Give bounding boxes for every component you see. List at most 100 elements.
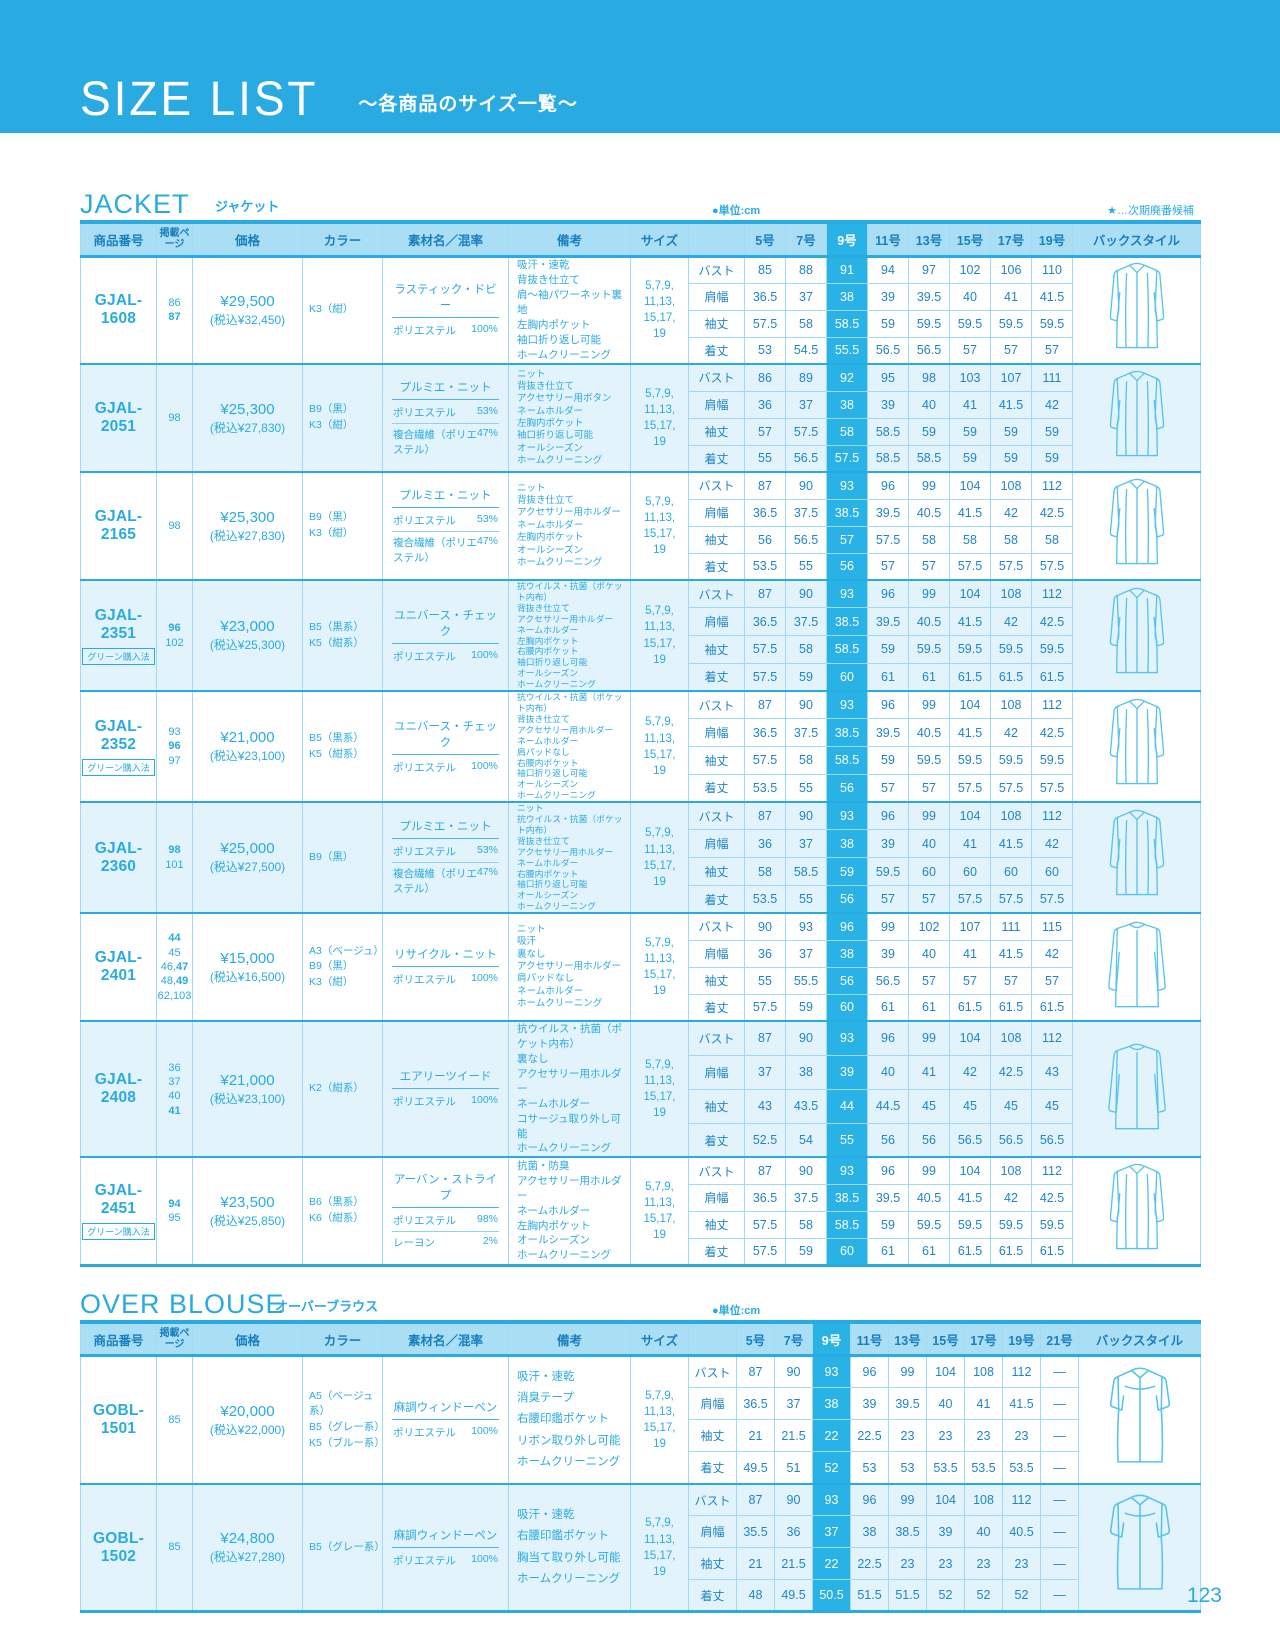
measure-value: 52 xyxy=(964,1579,1003,1613)
blouse-backstyle-illustration xyxy=(1109,1494,1170,1590)
measure-value: 99 xyxy=(888,1354,927,1389)
feature-note: ニット xyxy=(517,368,546,380)
size-range-line: 5,7,9, xyxy=(645,827,674,840)
measure-value: 99 xyxy=(888,1482,927,1517)
material-name: リサイクル・ニット xyxy=(392,944,499,968)
measure-value: 60 xyxy=(908,857,950,886)
measure-label: 袖丈 xyxy=(688,966,745,995)
material-composition: 複合繊維（ポリエステル） 47% xyxy=(392,424,499,460)
measure-value: 93 xyxy=(812,1354,851,1389)
feature-note: ホームクリーニング xyxy=(517,998,603,1010)
page-ref: 98 xyxy=(168,844,181,857)
backstyle-cell xyxy=(1072,912,1201,1022)
size-range-line: 19 xyxy=(653,1565,666,1578)
overblouse-section-title: OVER BLOUSE xyxy=(80,1288,285,1319)
size-table-row: 着丈 53.5 55 56 57 57 57.5 57.5 57.5 xyxy=(81,773,1201,803)
measure-value: 51.5 xyxy=(850,1579,889,1613)
feature-note: ホームクリーニング xyxy=(517,679,596,690)
color-option: A5（ベージュ系） xyxy=(309,1389,374,1418)
color-options-cell: B5（黒系） K5（紺系） xyxy=(302,690,383,803)
measure-value: 57.5 xyxy=(867,525,909,554)
measure-value: 37.5 xyxy=(785,718,827,748)
measure-value: 37.5 xyxy=(785,1183,827,1212)
measure-value: 104 xyxy=(949,801,991,831)
measure-value: 90 xyxy=(785,1156,827,1185)
measure-value: 57.5 xyxy=(949,552,991,581)
measure-value: 41 xyxy=(990,282,1032,311)
measure-value: 49.5 xyxy=(774,1579,813,1613)
green-purchase-badge: グリーン購入法 xyxy=(82,758,155,776)
measure-value: 85 xyxy=(744,255,786,284)
color-option: B5（グレー系） xyxy=(309,1421,383,1434)
measure-value: 58 xyxy=(826,417,868,446)
measure-value: 45 xyxy=(949,1088,991,1124)
measure-value: 59 xyxy=(867,1210,909,1239)
product-code: GJAL-2165 xyxy=(94,508,143,543)
fiber-percent: 98% xyxy=(476,1213,498,1226)
price-base: ¥25,300 xyxy=(220,400,275,418)
green-purchase-badge: グリーン購入法 xyxy=(82,1223,155,1241)
product-code: GJAL-2401 xyxy=(94,949,143,985)
feature-note: 吸汗 xyxy=(517,936,537,948)
measure-value: 87 xyxy=(744,1156,786,1185)
measure-value: 112 xyxy=(1031,801,1073,831)
measure-value: 55 xyxy=(785,773,827,803)
measure-value: 57.5 xyxy=(990,773,1032,803)
measure-value: 55 xyxy=(744,966,786,995)
fiber-name: レーヨン xyxy=(393,1237,435,1250)
product-code-cell: GJAL-2051 xyxy=(80,363,157,473)
measure-value: 42.5 xyxy=(1031,1183,1073,1212)
price-base: ¥23,000 xyxy=(220,618,275,636)
measure-value: 41.5 xyxy=(1002,1387,1041,1421)
measure-value: 53.5 xyxy=(744,884,786,914)
measure-value: 40 xyxy=(949,282,991,311)
measure-value: 49.5 xyxy=(736,1451,775,1485)
measure-value: 59 xyxy=(1031,417,1073,446)
price-cell: ¥23,000 (税込¥25,300) xyxy=(192,578,303,692)
measure-value: 59.5 xyxy=(949,309,991,338)
measure-value: 59.5 xyxy=(908,309,950,338)
feature-note: ホームクリーニング xyxy=(517,1572,621,1585)
material-composition: ポリエステル 53% xyxy=(392,841,499,864)
measure-value: 53 xyxy=(744,336,786,365)
size-range-line: 5,7,9, xyxy=(645,1180,674,1193)
measure-value: 39 xyxy=(850,1387,889,1421)
material-composition: ポリエステル 53% xyxy=(392,402,499,424)
measure-value: 60 xyxy=(949,857,991,886)
measure-value: 99 xyxy=(908,1156,950,1185)
measure-label: バスト xyxy=(688,1156,745,1185)
color-option: A3（ベージュ） xyxy=(309,944,383,957)
measure-value: 56.5 xyxy=(990,1122,1032,1158)
page-number: 123 xyxy=(1186,1584,1222,1607)
measure-value: 21 xyxy=(736,1419,775,1453)
measure-value: 23 xyxy=(888,1419,927,1453)
measure-value: 38 xyxy=(826,939,868,968)
price-base: ¥23,500 xyxy=(220,1193,275,1211)
feature-note: 背抜き仕立て xyxy=(517,380,575,392)
catalog-pages-cell: 93 96 97 xyxy=(156,690,193,803)
size-column-header: 17号 xyxy=(990,221,1032,258)
measure-value: 98 xyxy=(908,363,950,392)
price-base: ¥21,000 xyxy=(220,1071,275,1089)
measure-value: 39.5 xyxy=(908,282,950,311)
measure-value: — xyxy=(1040,1387,1079,1421)
measure-label: 肩幅 xyxy=(688,718,745,748)
table-header-row: 商品番号 掲載ページ 価格 カラー 素材名／混率 備考 サイズ 5号 7号 9号 11号 13号 15号… xyxy=(80,221,1201,258)
material-cell: 麻調ウィンドーペン ポリエステル 100% xyxy=(382,1354,509,1485)
measure-value: 40.5 xyxy=(908,1183,950,1212)
size-table-row: 肩幅 36.5 37.5 38.5 39.5 40.5 41.5 42 42.5 xyxy=(81,607,1201,637)
measure-label: バスト xyxy=(688,471,745,500)
measure-value: 52 xyxy=(926,1579,965,1613)
measure-value: 42 xyxy=(990,718,1032,748)
fiber-name: ポリエステル xyxy=(393,1096,456,1109)
jacket-backstyle-illustration xyxy=(1109,809,1164,896)
measure-value: 111 xyxy=(1031,363,1073,392)
jacket-section-title-ja: ジャケット xyxy=(215,199,280,214)
feature-notes-cell: 抗ウイルス・抗菌（ポケット内布） 背抜き仕立て アクセサリー用ホルダー ネームホルダー… xyxy=(508,578,631,692)
feature-note: オールシーズン xyxy=(517,890,579,901)
measure-label: 着丈 xyxy=(688,1237,745,1266)
column-header: 備考 xyxy=(508,1321,631,1358)
measure-value: 41 xyxy=(949,939,991,968)
size-table-row: 肩幅 36.5 37.5 38.5 39.5 40.5 41.5 42 42.5 xyxy=(81,498,1201,527)
measure-value: 90 xyxy=(785,579,827,609)
